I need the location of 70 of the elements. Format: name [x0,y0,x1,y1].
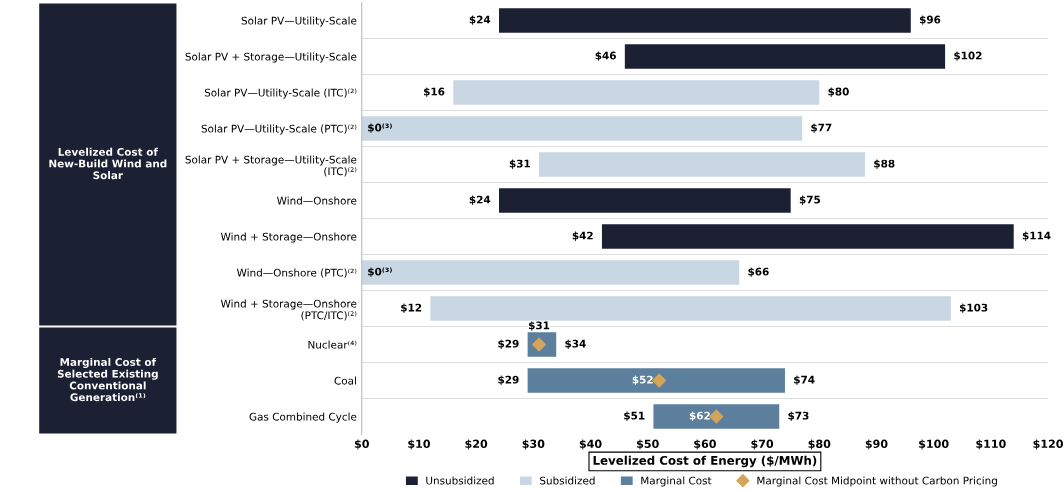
bar [601,224,1014,249]
x-tick-label: $30 [522,439,545,450]
bar [499,188,791,213]
bar [624,44,946,69]
bar [453,80,820,105]
annotation: $46 [595,51,616,61]
x-tick-label: $60 [694,439,716,450]
y-tick-label: Solar PV—Utility-Scale [241,16,357,27]
x-tick-label: $90 [865,439,888,450]
y-tick-label: Solar PV + Storage—Utility-Scale [185,52,357,63]
bar [499,8,911,33]
y-tick-label: Wind + Storage—Onshore (PTC/ITC)⁽²⁾ [220,299,357,321]
y-tick-label: Solar PV—Utility-Scale (ITC)⁽²⁾ [204,88,357,99]
bar [527,368,785,393]
annotation: $29 [498,339,519,349]
bar [539,152,866,177]
annotation: $88 [874,159,895,169]
annotation: $34 [565,339,586,349]
x-tick-label: $120 [1033,439,1063,450]
annotation: $12 [401,303,422,313]
annotation: $96 [919,15,941,25]
text: Levelized Cost of New-Build Wind and Solar [49,147,167,180]
annotation: $114 [1022,231,1051,241]
annotation: $102 [954,51,982,61]
y-tick-label: Wind—Onshore (PTC)⁽²⁾ [236,268,357,278]
annotation: $62 [689,411,710,421]
annotation: $16 [424,87,445,97]
annotation: $51 [624,411,645,421]
annotation: $52 [632,375,653,385]
annotation: $0⁽³⁾ [368,123,392,133]
y-tick-label: Nuclear⁽⁴⁾ [308,340,357,349]
legend-label: Marginal Cost [641,476,712,487]
bar [361,116,803,141]
annotation: $24 [469,15,491,25]
x-tick-label: $80 [808,439,831,450]
x-tick-label: $100 [919,439,949,450]
annotation: $74 [794,375,815,385]
bar [653,404,780,429]
annotation: $42 [572,231,593,241]
annotation: $0⁽³⁾ [368,267,392,277]
annotation: $31 [509,159,530,169]
x-tick-label: $20 [465,439,488,450]
bar [361,260,740,285]
legend-label: Unsubsidized [426,476,494,485]
annotation: $103 [959,303,988,313]
annotation: $29 [498,375,519,385]
x-tick-label: $110 [976,439,1006,450]
legend-label: Marginal Cost Midpoint without Carbon Pricing [757,476,997,487]
annotation: $80 [828,87,849,97]
x-tick-label: $70 [751,439,774,450]
text: Marginal Cost of Selected Existing Conventional Generation⁽¹⁾ [57,357,158,402]
annotation: $73 [788,411,809,421]
x-tick-label: $10 [408,439,431,450]
annotation: $75 [799,195,821,205]
y-tick-label: Wind + Storage—Onshore [220,232,357,243]
x-axis-title: Levelized Cost of Energy ($/MWh) [593,455,817,468]
annotation: $66 [748,267,769,277]
bar [430,296,951,321]
y-tick-label: Solar PV + Storage—Utility-Scale (ITC)⁽²⁾ [185,155,357,177]
x-tick-label: $0 [354,439,369,450]
y-tick-label: Solar PV—Utility-Scale (PTC)⁽²⁾ [201,124,357,135]
y-tick-label: Coal [334,376,356,385]
x-tick-label: $40 [579,439,602,450]
annotation: $31 [528,321,550,331]
y-tick-label: Gas Combined Cycle [249,412,357,423]
legend-label: Subsidized [540,476,595,485]
annotation: $24 [469,195,491,205]
x-tick-label: $50 [636,439,659,450]
y-tick-label: Wind—Onshore [276,196,357,205]
annotation: $77 [811,123,832,133]
